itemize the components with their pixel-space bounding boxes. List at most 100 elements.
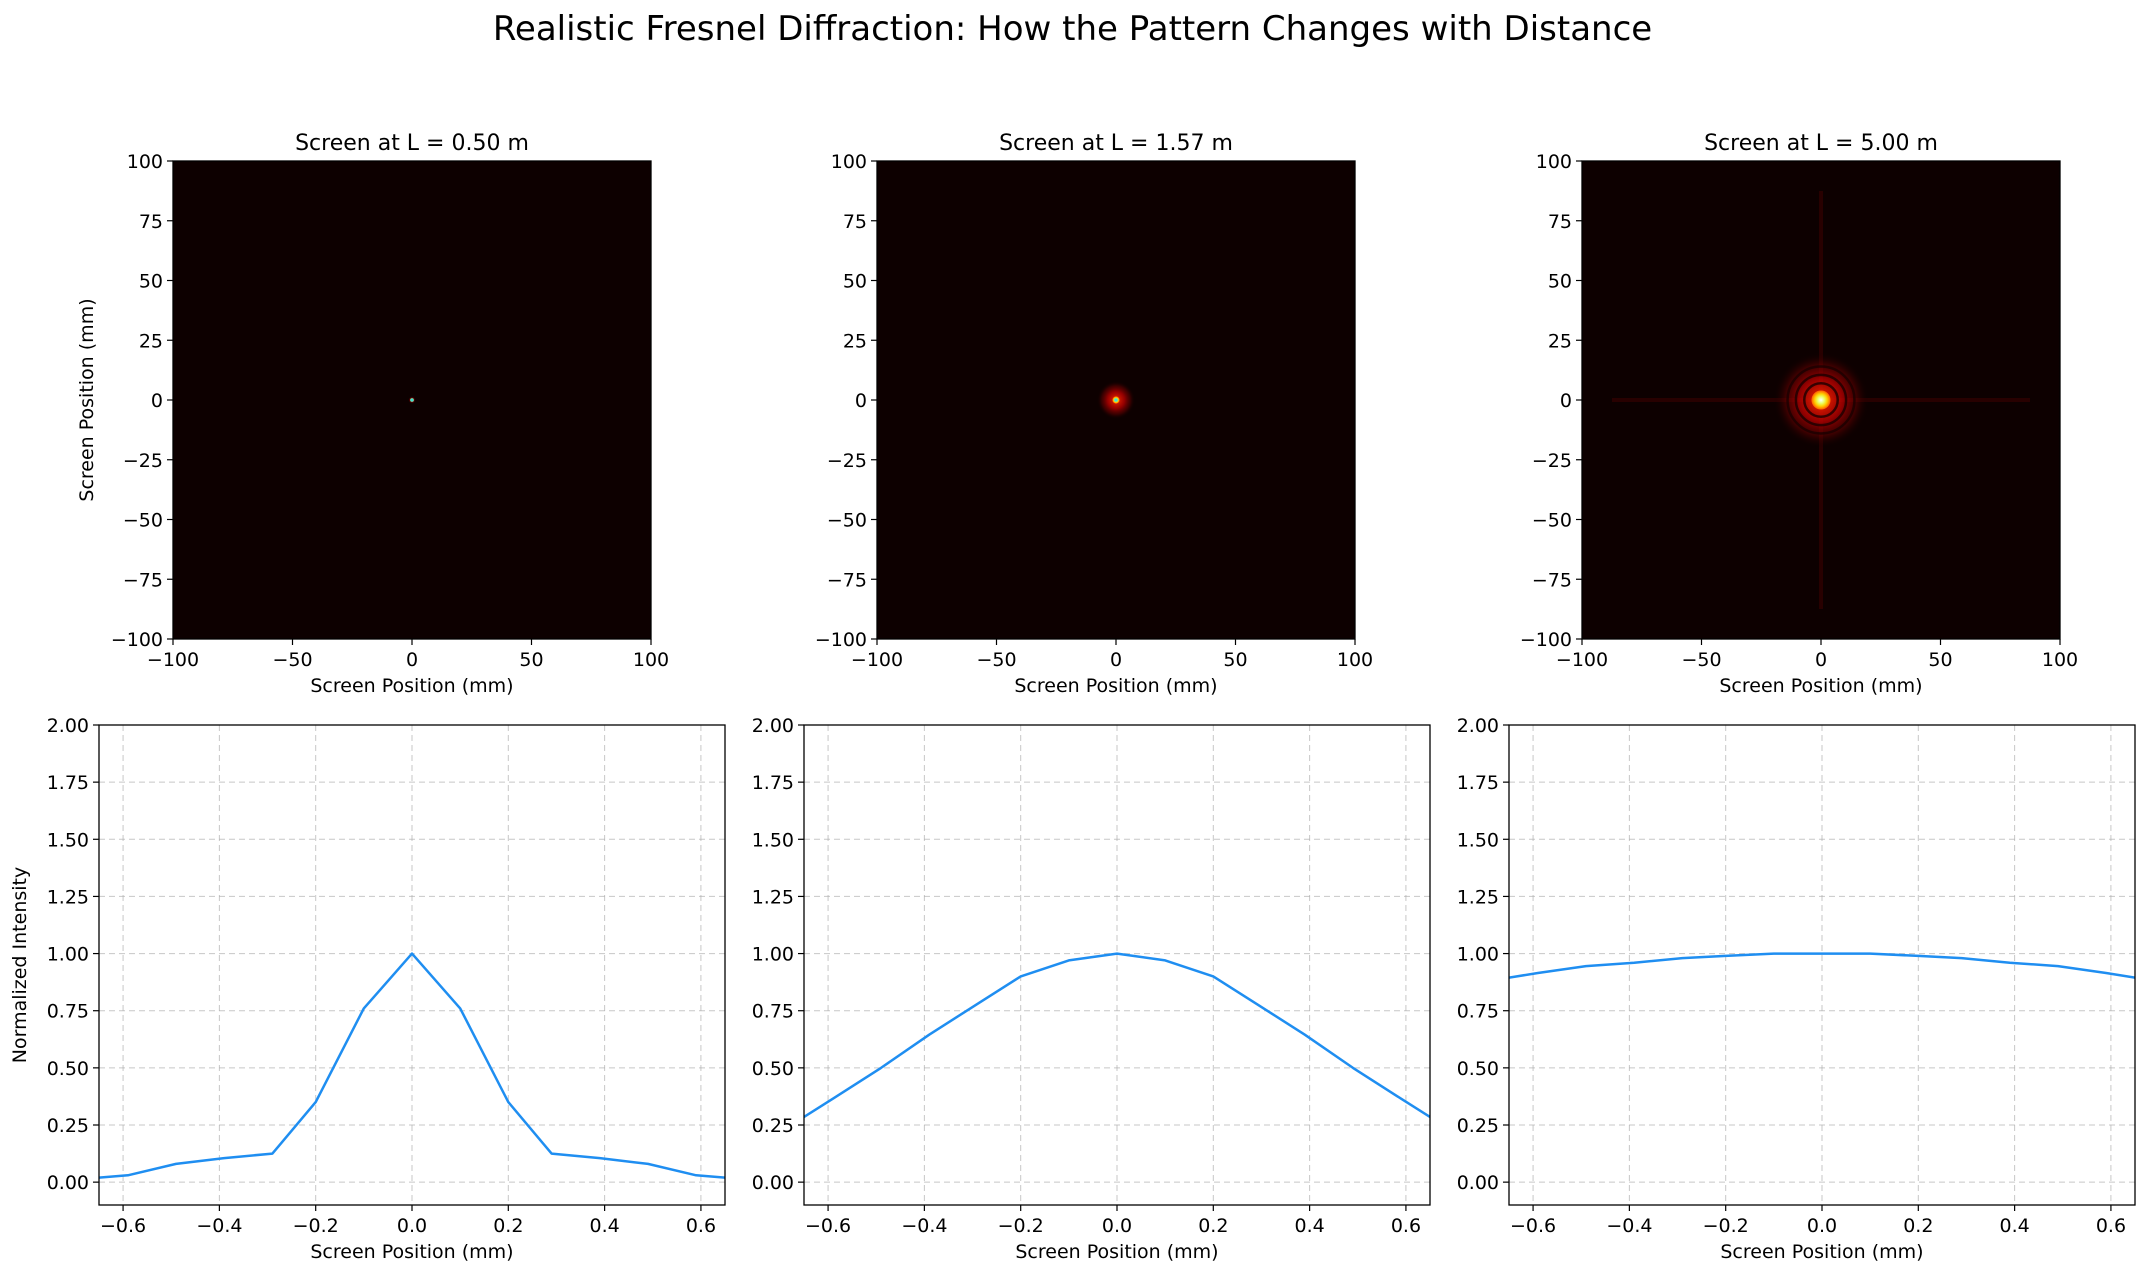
x-tick-label: −100 bbox=[147, 649, 199, 671]
y-tick-label: 50 bbox=[139, 271, 163, 293]
dark-ring-3 bbox=[1786, 365, 1856, 435]
x-tick-label: 0.6 bbox=[686, 1215, 716, 1237]
x-tick-label: −0.4 bbox=[1606, 1215, 1652, 1237]
y-tick-label: 0.25 bbox=[752, 1115, 794, 1137]
x-tick-label: 0.0 bbox=[1102, 1215, 1132, 1237]
y-tick-label: 0.50 bbox=[752, 1058, 794, 1080]
intensity-line bbox=[1509, 952, 2135, 979]
x-tick-label: −0.6 bbox=[805, 1215, 851, 1237]
y-tick-label: −100 bbox=[1520, 629, 1572, 651]
y-tick-label: −100 bbox=[815, 629, 867, 651]
y-tick-label: 50 bbox=[843, 271, 867, 293]
line-panel-1: −0.6 −0.4 −0.2 0.0 0.2 0.4 0.6 2.00 1.75 1.50 1.25… bbox=[9, 715, 726, 1263]
diffraction-pattern bbox=[408, 396, 416, 404]
x-tick-label: −0.2 bbox=[1703, 1215, 1749, 1237]
dark-ring-1 bbox=[1803, 382, 1839, 418]
y-tick-label: 25 bbox=[1548, 330, 1572, 352]
diffraction-pattern bbox=[1612, 191, 2030, 609]
y-tick-label: 25 bbox=[843, 330, 867, 352]
y-tick-label: 1.75 bbox=[1457, 772, 1499, 794]
x-tick-label: 0.6 bbox=[1391, 1215, 1421, 1237]
x-tick-label: −0.2 bbox=[293, 1215, 339, 1237]
heatmap-panel-3: −100 −50 0 50 100 100 75 50 25 0 −25 −50 −75 −100 Scre… bbox=[1520, 131, 2078, 697]
y-tick-label: −50 bbox=[827, 510, 867, 532]
y-tick-label: 2.00 bbox=[47, 715, 89, 737]
y-tick-label: 1.00 bbox=[752, 944, 794, 966]
y-tick-label: 1.25 bbox=[752, 886, 794, 908]
x-tick-label: −50 bbox=[272, 649, 312, 671]
x-tick-label: 50 bbox=[519, 649, 543, 671]
panel-title: Screen at L = 0.50 m bbox=[295, 131, 529, 156]
x-tick-label: 0.4 bbox=[2000, 1215, 2030, 1237]
y-tick-label: 1.50 bbox=[47, 829, 89, 851]
x-tick-label: 0 bbox=[1815, 649, 1827, 671]
line-panel-2: −0.6 −0.4 −0.2 0.0 0.2 0.4 0.6 2.00 1.75 1.50 1.25… bbox=[752, 715, 1431, 1263]
panel-title: Screen at L = 1.57 m bbox=[999, 131, 1233, 156]
y-tick-label: −75 bbox=[827, 569, 867, 591]
y-tick-label: 1.00 bbox=[47, 944, 89, 966]
y-tick-label: −25 bbox=[1532, 450, 1572, 472]
x-axis-label: Screen Position (mm) bbox=[310, 675, 513, 697]
dark-ring-2 bbox=[1794, 373, 1848, 427]
x-tick-label: 0.2 bbox=[493, 1215, 523, 1237]
intensity-line bbox=[99, 952, 725, 1179]
x-tick-label: 0.0 bbox=[1807, 1215, 1837, 1237]
x-tick-label: 100 bbox=[633, 649, 669, 671]
x-axis-label: Screen Position (mm) bbox=[310, 1241, 513, 1263]
x-tick-label: −0.4 bbox=[196, 1215, 242, 1237]
y-tick-label: −50 bbox=[123, 510, 163, 532]
y-tick-label: 1.25 bbox=[47, 886, 89, 908]
y-tick-label: 0.00 bbox=[752, 1172, 794, 1194]
y-tick-label: 1.75 bbox=[47, 772, 89, 794]
y-tick-label: 0 bbox=[151, 390, 163, 412]
heatmap-panel-2: −100 −50 0 50 100 100 75 50 25 0 −25 −50 −75 −100 Scre… bbox=[815, 131, 1373, 697]
x-tick-label: 0.4 bbox=[590, 1215, 620, 1237]
y-tick-label: −100 bbox=[111, 629, 163, 651]
x-tick-label: −100 bbox=[1556, 649, 1608, 671]
y-tick-label: 0.25 bbox=[47, 1115, 89, 1137]
x-tick-label: −0.6 bbox=[100, 1215, 146, 1237]
diffraction-pattern bbox=[1096, 380, 1136, 420]
y-tick-label: −25 bbox=[123, 450, 163, 472]
x-tick-label: −50 bbox=[1681, 649, 1721, 671]
y-tick-label: 100 bbox=[127, 151, 163, 173]
panel-title: Screen at L = 5.00 m bbox=[1704, 131, 1938, 156]
x-tick-label: −50 bbox=[976, 649, 1016, 671]
y-axis-label: Screen Position (mm) bbox=[76, 298, 98, 501]
y-tick-label: 1.75 bbox=[752, 772, 794, 794]
y-tick-label: 0.00 bbox=[1457, 1172, 1499, 1194]
y-tick-label: 0.50 bbox=[1457, 1058, 1499, 1080]
figure-title: Realistic Fresnel Diffraction: How the P… bbox=[493, 9, 1652, 49]
y-tick-label: −75 bbox=[1532, 569, 1572, 591]
x-tick-label: 0.2 bbox=[1198, 1215, 1228, 1237]
y-tick-label: 2.00 bbox=[752, 715, 794, 737]
x-tick-label: 0 bbox=[1110, 649, 1122, 671]
y-tick-label: −50 bbox=[1532, 510, 1572, 532]
x-axis-label: Screen Position (mm) bbox=[1014, 675, 1217, 697]
central-spot-core bbox=[1114, 398, 1118, 402]
central-spot-core bbox=[410, 398, 414, 402]
x-tick-label: 50 bbox=[1928, 649, 1952, 671]
x-tick-label: 100 bbox=[1337, 649, 1373, 671]
x-tick-label: 100 bbox=[2042, 649, 2078, 671]
heatmap-panel-1: −100 −50 0 50 100 100 75 50 25 0 −25 −50 −75 −100 Scre… bbox=[76, 131, 669, 697]
line-panel-3: −0.6 −0.4 −0.2 0.0 0.2 0.4 0.6 2.00 1.75 1.50 1.25… bbox=[1457, 715, 2136, 1263]
y-tick-label: 0.75 bbox=[752, 1001, 794, 1023]
x-tick-label: 0.2 bbox=[1903, 1215, 1933, 1237]
y-tick-label: 0 bbox=[1560, 390, 1572, 412]
y-tick-label: 1.00 bbox=[1457, 944, 1499, 966]
y-tick-label: 25 bbox=[139, 330, 163, 352]
y-tick-label: 0.75 bbox=[1457, 1001, 1499, 1023]
x-axis-label: Screen Position (mm) bbox=[1719, 675, 1922, 697]
x-tick-label: −100 bbox=[851, 649, 903, 671]
y-tick-label: −75 bbox=[123, 569, 163, 591]
y-tick-label: 2.00 bbox=[1457, 715, 1499, 737]
x-tick-label: −0.6 bbox=[1510, 1215, 1556, 1237]
y-tick-label: −25 bbox=[827, 450, 867, 472]
x-axis-label: Screen Position (mm) bbox=[1015, 1241, 1218, 1263]
y-tick-label: 0.75 bbox=[47, 1001, 89, 1023]
x-tick-label: 50 bbox=[1223, 649, 1247, 671]
x-tick-label: 0.4 bbox=[1295, 1215, 1325, 1237]
x-tick-label: 0.0 bbox=[397, 1215, 427, 1237]
